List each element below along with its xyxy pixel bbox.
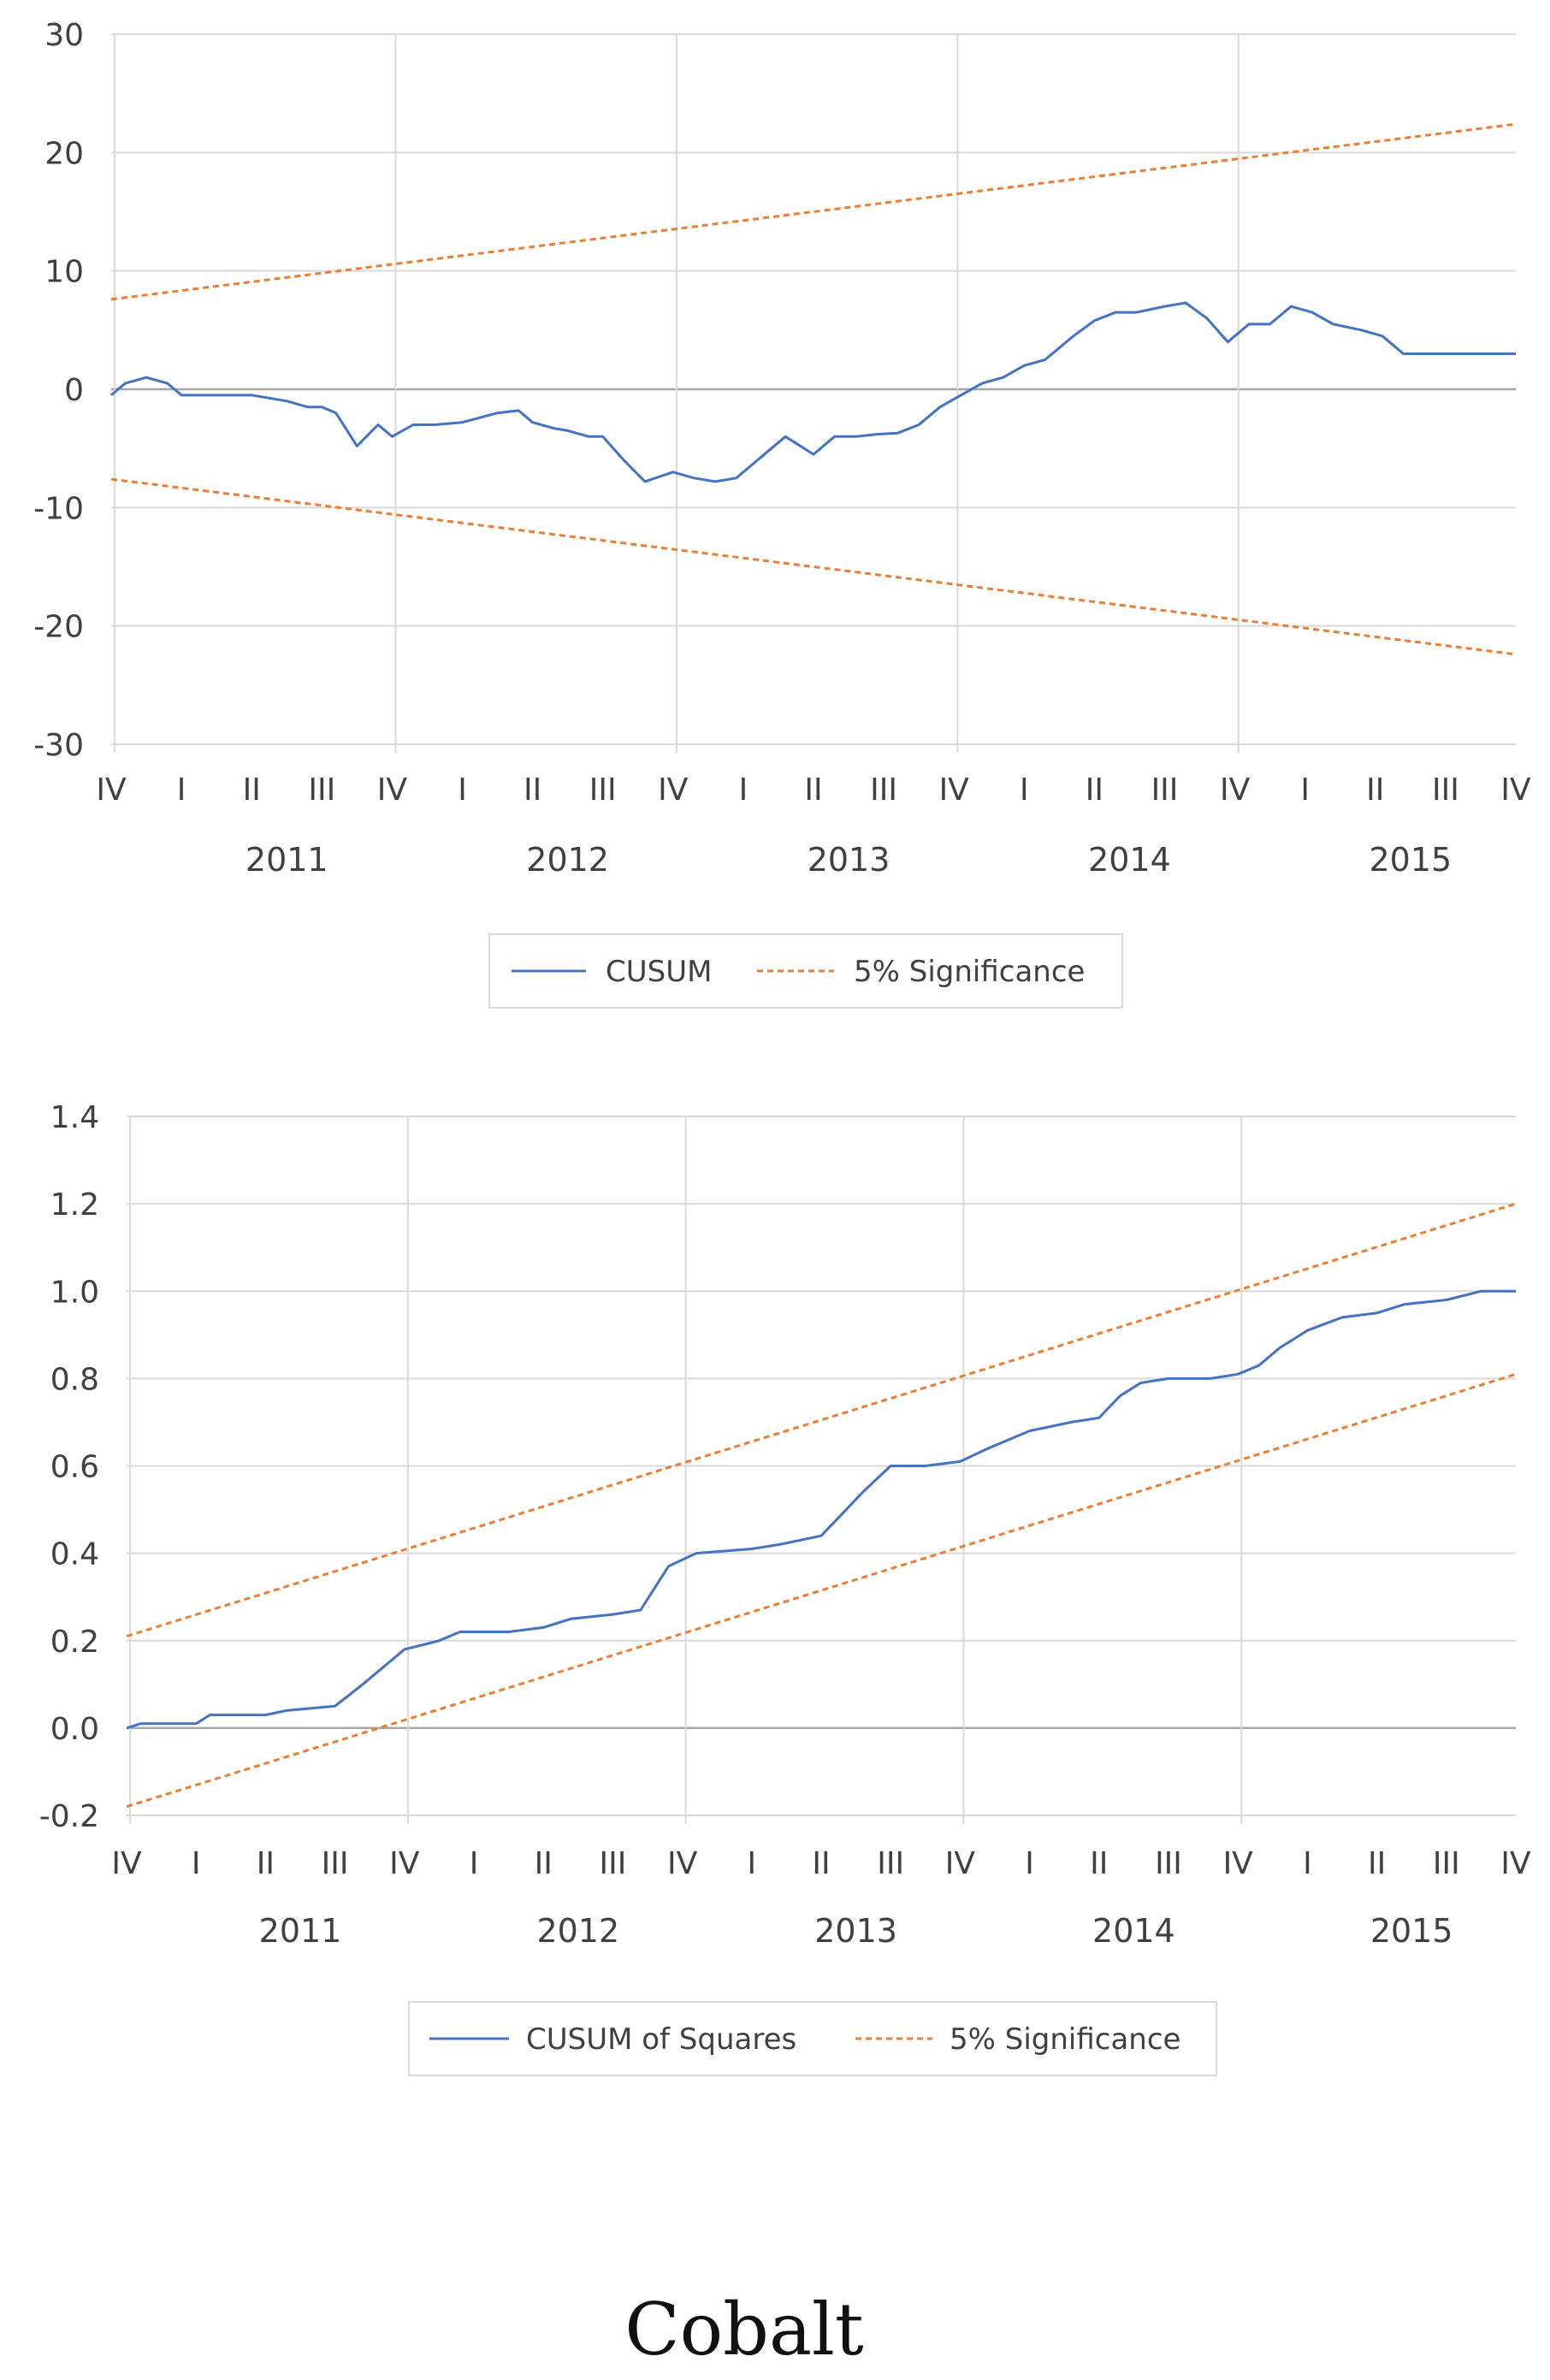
cusum-x-axis: IV I II III IV I II III IV I II III IV I II III IV I II III… bbox=[96, 773, 1531, 879]
x-quarter-label: II bbox=[535, 1846, 553, 1881]
cusumsq-legend: CUSUM of Squares 5% Significance bbox=[408, 2001, 1217, 2076]
x-quarter-label: III bbox=[1433, 1846, 1460, 1881]
x-year-label: 2014 bbox=[1092, 1912, 1175, 1950]
x-quarter-label: IV bbox=[111, 1846, 142, 1881]
cusumsq-series bbox=[126, 1202, 1517, 1809]
legend-significance-label: 5% Significance bbox=[854, 955, 1085, 989]
y-tick-label: -20 bbox=[33, 610, 84, 645]
x-quarter-label: I bbox=[1300, 773, 1310, 808]
y-tick-label: 10 bbox=[44, 255, 84, 290]
y-tick-label: 20 bbox=[44, 136, 84, 171]
x-quarter-label: IV bbox=[1500, 773, 1531, 808]
x-quarter-label: IV bbox=[377, 773, 408, 808]
x-quarter-label: IV bbox=[945, 1846, 976, 1881]
cusum-gridlines bbox=[111, 33, 1516, 753]
x-quarter-label: III bbox=[589, 773, 617, 808]
cusum-y-axis: 30 20 10 0 -10 -20 -30 bbox=[33, 18, 84, 763]
y-tick-label: 0.8 bbox=[50, 1362, 99, 1397]
x-quarter-label: II bbox=[1090, 1846, 1108, 1881]
x-quarter-label: II bbox=[1366, 773, 1384, 808]
x-quarter-label: II bbox=[1086, 773, 1103, 808]
cusumsq-gridlines bbox=[127, 1116, 1516, 1824]
y-tick-label: 0 bbox=[64, 373, 84, 408]
x-quarter-label: II bbox=[804, 773, 822, 808]
y-tick-label: 0.4 bbox=[50, 1537, 99, 1572]
x-quarter-label: IV bbox=[96, 773, 127, 808]
cusum-series bbox=[110, 122, 1517, 656]
x-quarter-label: II bbox=[257, 1846, 275, 1881]
cusumsq-x-axis: IV I II III IV I II III IV I II III IV I II III IV I II III… bbox=[111, 1846, 1531, 1950]
x-year-label: 2011 bbox=[259, 1912, 342, 1950]
x-year-label: 2011 bbox=[246, 841, 328, 879]
x-year-label: 2013 bbox=[808, 841, 890, 879]
y-tick-label: 1.2 bbox=[50, 1187, 99, 1223]
x-quarter-label: IV bbox=[1220, 773, 1251, 808]
x-quarter-label: II bbox=[1368, 1846, 1386, 1881]
cusum-of-squares-chart: 1.41.21.00.80.60.40.20.0-0.2 IV I II III IV I… bbox=[39, 1100, 1531, 2076]
y-tick-label: 0.0 bbox=[50, 1712, 99, 1747]
x-quarter-label: I bbox=[1020, 773, 1029, 808]
y-tick-label: 0.2 bbox=[50, 1625, 99, 1660]
x-year-label: 2015 bbox=[1370, 1912, 1453, 1950]
y-tick-label: -10 bbox=[33, 491, 84, 526]
legend-significance-label: 5% Significance bbox=[950, 2022, 1180, 2057]
x-quarter-label: I bbox=[470, 1846, 479, 1881]
cusumsq-y-axis: 1.4 1.2 1.0 0.8 0.6 0.4 0.2 0.0 -0.2 bbox=[39, 1100, 99, 1834]
x-quarter-label: III bbox=[1432, 773, 1459, 808]
x-quarter-label: II bbox=[524, 773, 541, 808]
legend-cusumsq-label: CUSUM of Squares bbox=[526, 2022, 796, 2057]
x-quarter-label: IV bbox=[1500, 1846, 1531, 1881]
x-quarter-label: I bbox=[1025, 1846, 1034, 1881]
x-quarter-label: II bbox=[812, 1846, 830, 1881]
series-line-5-significance-lower bbox=[110, 477, 1517, 656]
x-year-label: 2014 bbox=[1088, 841, 1171, 879]
y-tick-label: 1.4 bbox=[50, 1100, 99, 1135]
x-quarter-label: IV bbox=[658, 773, 689, 808]
x-quarter-label: I bbox=[177, 773, 186, 808]
x-quarter-label: II bbox=[243, 773, 261, 808]
x-quarter-label: I bbox=[1303, 1846, 1312, 1881]
x-year-label: 2012 bbox=[536, 1912, 619, 1950]
legend-cusum-label: CUSUM bbox=[606, 955, 712, 989]
x-quarter-label: IV bbox=[389, 1846, 420, 1881]
x-quarter-label: I bbox=[192, 1846, 201, 1881]
legend-box bbox=[488, 933, 1123, 1009]
y-tick-label: 1.0 bbox=[50, 1275, 99, 1310]
x-quarter-label: III bbox=[877, 1846, 904, 1881]
x-quarter-label: III bbox=[599, 1846, 626, 1881]
x-year-label: 2015 bbox=[1369, 841, 1452, 879]
x-quarter-label: IV bbox=[667, 1846, 698, 1881]
series-line-cusum bbox=[110, 301, 1516, 483]
series-line-5-significance bbox=[110, 122, 1517, 301]
x-year-label: 2012 bbox=[526, 841, 609, 879]
cusum-legend: CUSUM 5% Significance bbox=[488, 933, 1123, 1009]
legend-box bbox=[408, 2001, 1217, 2076]
x-quarter-label: I bbox=[739, 773, 748, 808]
y-tick-label: -30 bbox=[33, 728, 84, 763]
figure-caption: Cobalt bbox=[624, 2288, 864, 2371]
x-quarter-label: I bbox=[747, 1846, 756, 1881]
y-tick-label: 0.6 bbox=[50, 1450, 99, 1485]
x-quarter-label: III bbox=[308, 773, 335, 808]
x-quarter-label: III bbox=[1151, 773, 1179, 808]
series-line-5-significance bbox=[126, 1202, 1517, 1638]
series-line-5-significance-lower bbox=[126, 1372, 1517, 1809]
x-quarter-label: III bbox=[870, 773, 897, 808]
series-line-cusum-of-squares bbox=[126, 1289, 1516, 1730]
y-tick-label: 30 bbox=[44, 18, 84, 53]
x-quarter-label: I bbox=[458, 773, 467, 808]
x-quarter-label: III bbox=[322, 1846, 349, 1881]
y-tick-label: -0.2 bbox=[39, 1799, 99, 1834]
x-quarter-label: IV bbox=[1223, 1846, 1254, 1881]
x-year-label: 2013 bbox=[814, 1912, 897, 1950]
x-quarter-label: IV bbox=[939, 773, 970, 808]
x-quarter-label: III bbox=[1155, 1846, 1182, 1881]
